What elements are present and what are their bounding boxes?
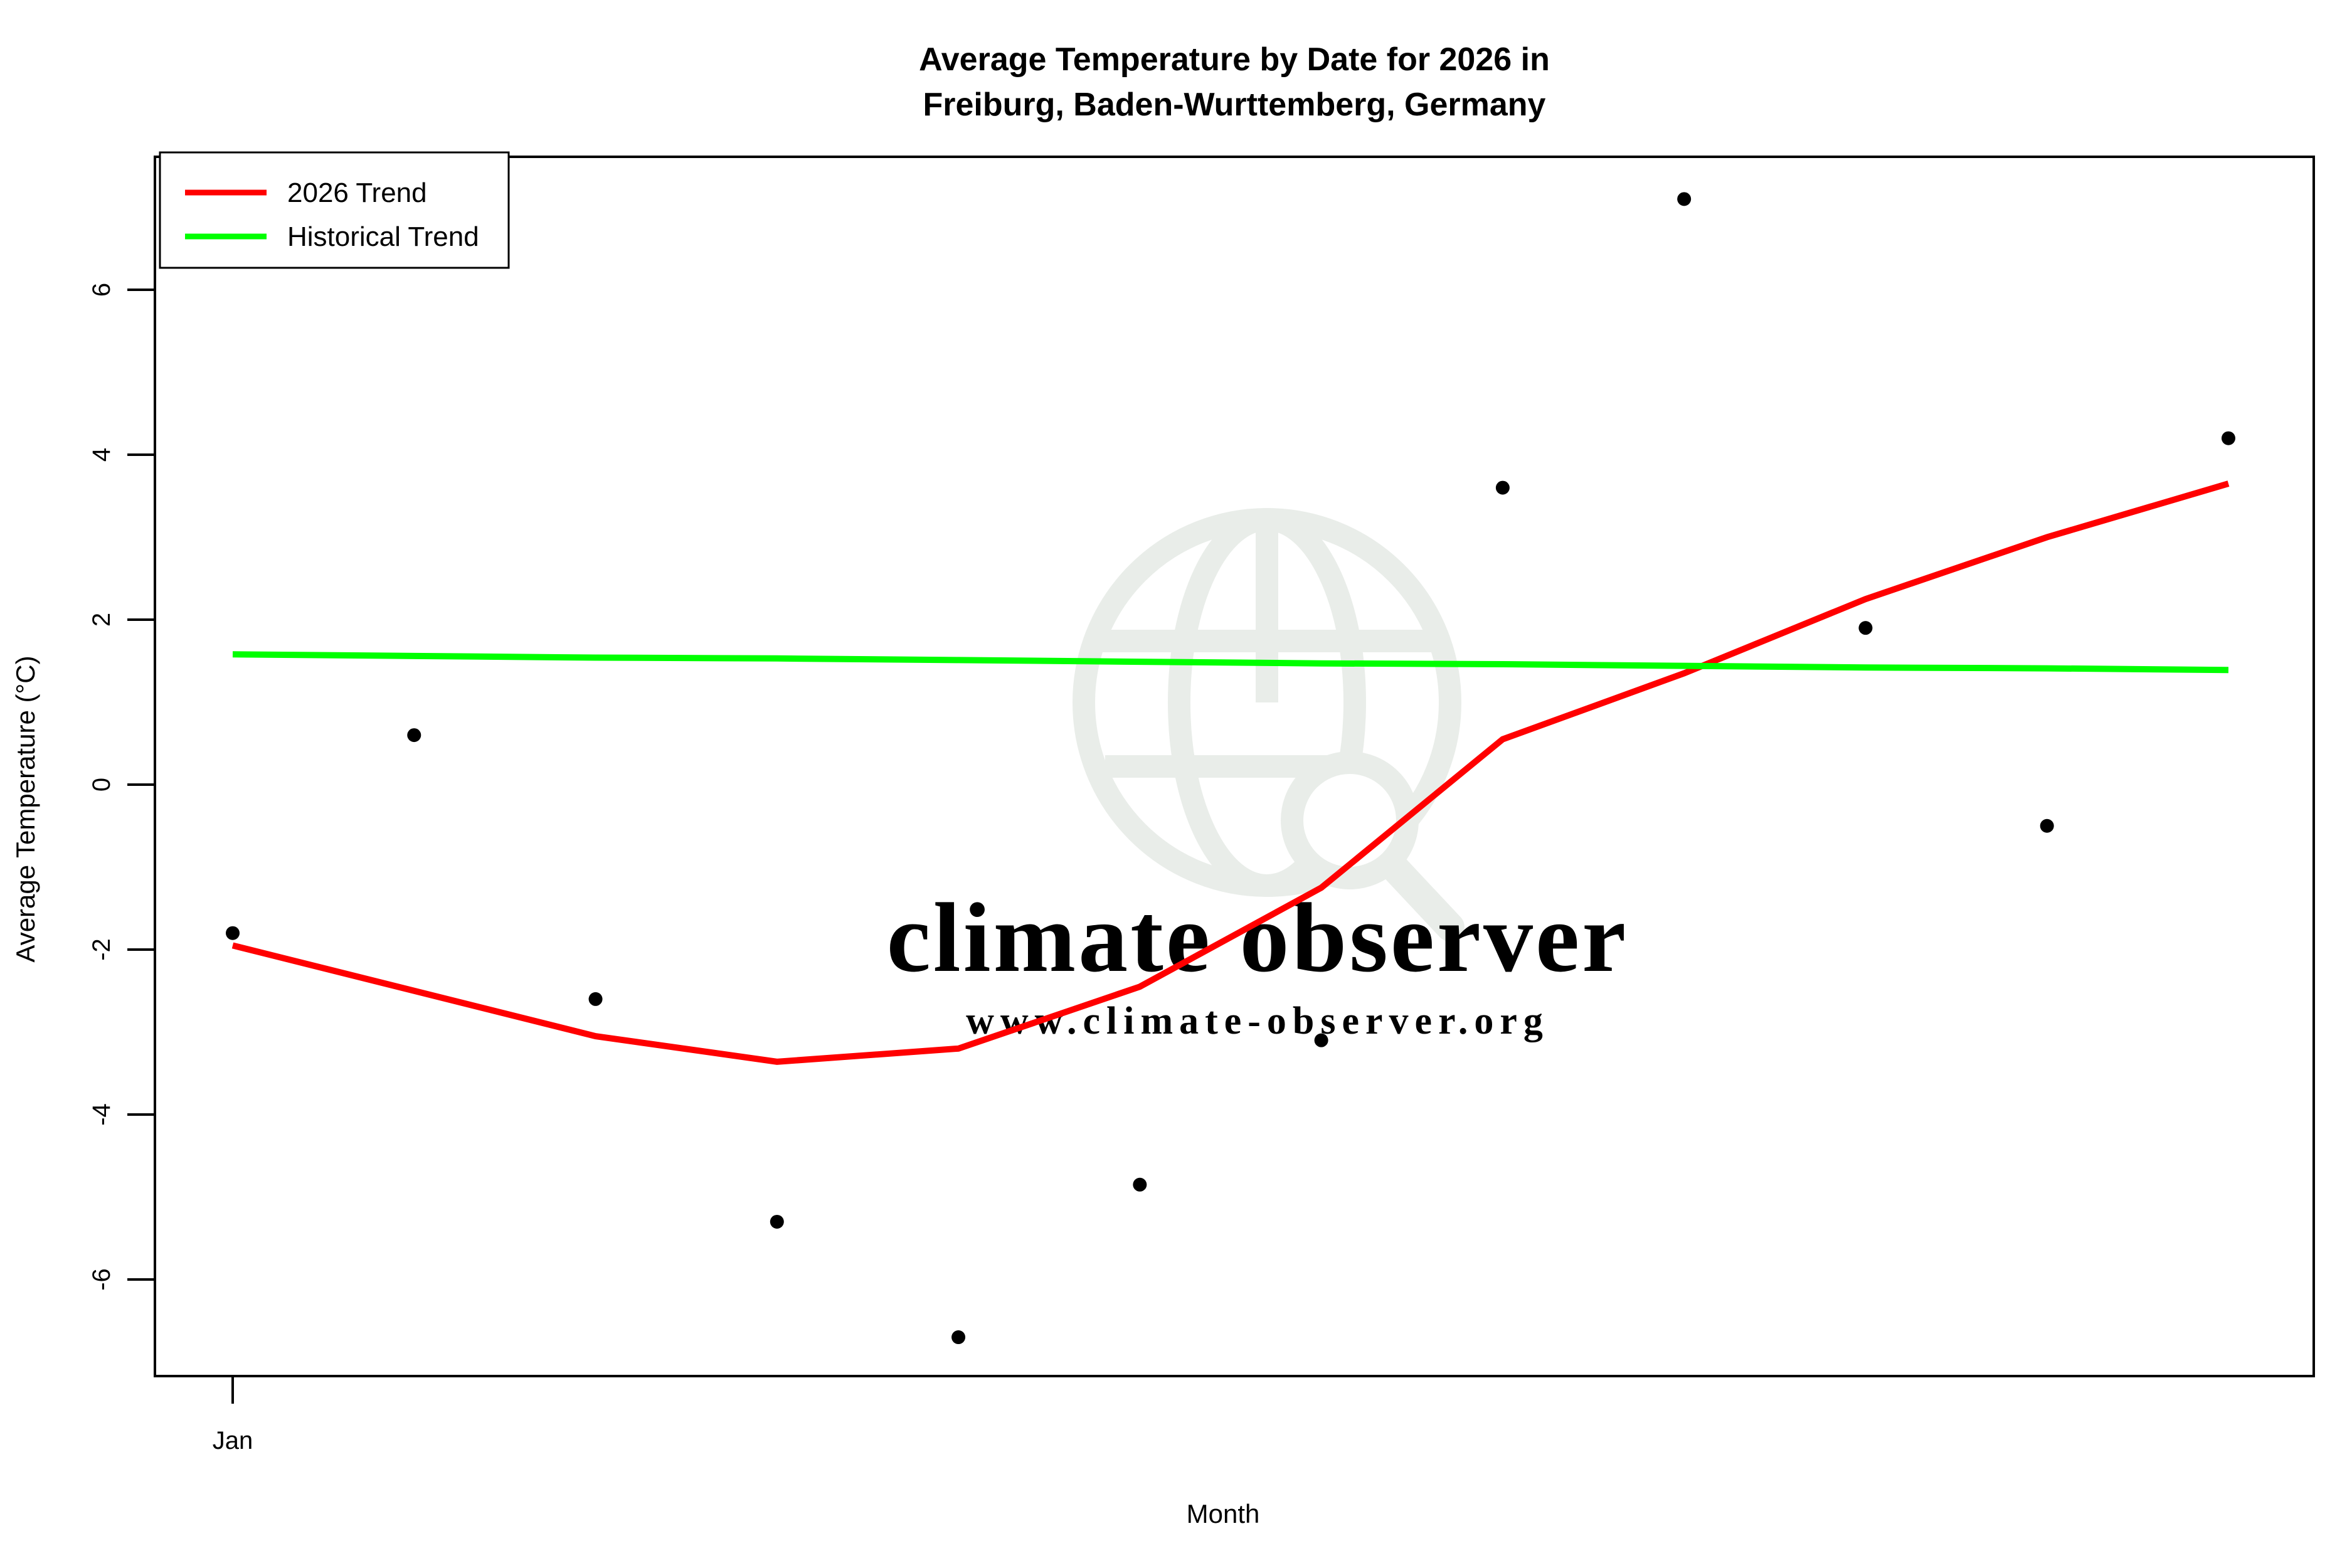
y-axis-ticks: 6 4 2 0 -2 -4 -6 bbox=[88, 283, 155, 1291]
data-point-dec bbox=[2221, 431, 2235, 445]
plot-border bbox=[154, 156, 2315, 1377]
data-point-sep bbox=[1677, 192, 1692, 206]
data-point-feb bbox=[407, 728, 421, 743]
y-tick-label: 0 bbox=[88, 778, 115, 792]
legend-label-2026-trend: 2026 Trend bbox=[287, 177, 427, 208]
data-point-may bbox=[951, 1330, 966, 1345]
y-tick-label: -6 bbox=[88, 1268, 115, 1291]
data-point-jul bbox=[1314, 1033, 1328, 1047]
globe-magnifier-icon bbox=[1073, 508, 1465, 941]
watermark-brand-text: climate observer bbox=[887, 883, 1629, 993]
y-tick-label: -4 bbox=[88, 1103, 115, 1126]
y-tick-label: 4 bbox=[88, 448, 115, 462]
y-tick-label: -2 bbox=[88, 938, 115, 961]
data-point-mar bbox=[588, 992, 603, 1006]
data-point-jun bbox=[1133, 1177, 1147, 1192]
y-axis-title: Average Temperature (°C) bbox=[11, 655, 40, 962]
chart-title-line1: Average Temperature by Date for 2026 in bbox=[919, 41, 1550, 78]
legend-box bbox=[159, 151, 510, 269]
plot-series bbox=[226, 192, 2235, 1345]
y-tick-label: 6 bbox=[88, 283, 115, 297]
x-tick-label-jan: Jan bbox=[213, 1427, 253, 1454]
x-axis-ticks: Jan bbox=[213, 1376, 253, 1454]
chart-title-line2: Freiburg, Baden-Wurttemberg, Germany bbox=[923, 87, 1546, 123]
x-axis-title: Month bbox=[1187, 1499, 1260, 1528]
data-point-nov bbox=[2040, 818, 2054, 833]
data-point-jan bbox=[226, 926, 240, 940]
legend-label-historical-trend: Historical Trend bbox=[287, 221, 479, 252]
watermark: climate observer www.climate-observer.or… bbox=[887, 508, 1629, 1042]
data-point-oct bbox=[1858, 621, 1873, 635]
watermark-url-text: www.climate-observer.org bbox=[966, 1000, 1549, 1042]
trend-line-2026-trend bbox=[231, 480, 2230, 1065]
data-point-aug bbox=[1495, 480, 1510, 495]
trend-line-historical-trend bbox=[232, 651, 2229, 674]
legend: 2026 Trend Historical Trend bbox=[159, 151, 510, 269]
y-tick-label: 2 bbox=[88, 613, 115, 627]
data-point-apr bbox=[770, 1214, 784, 1229]
